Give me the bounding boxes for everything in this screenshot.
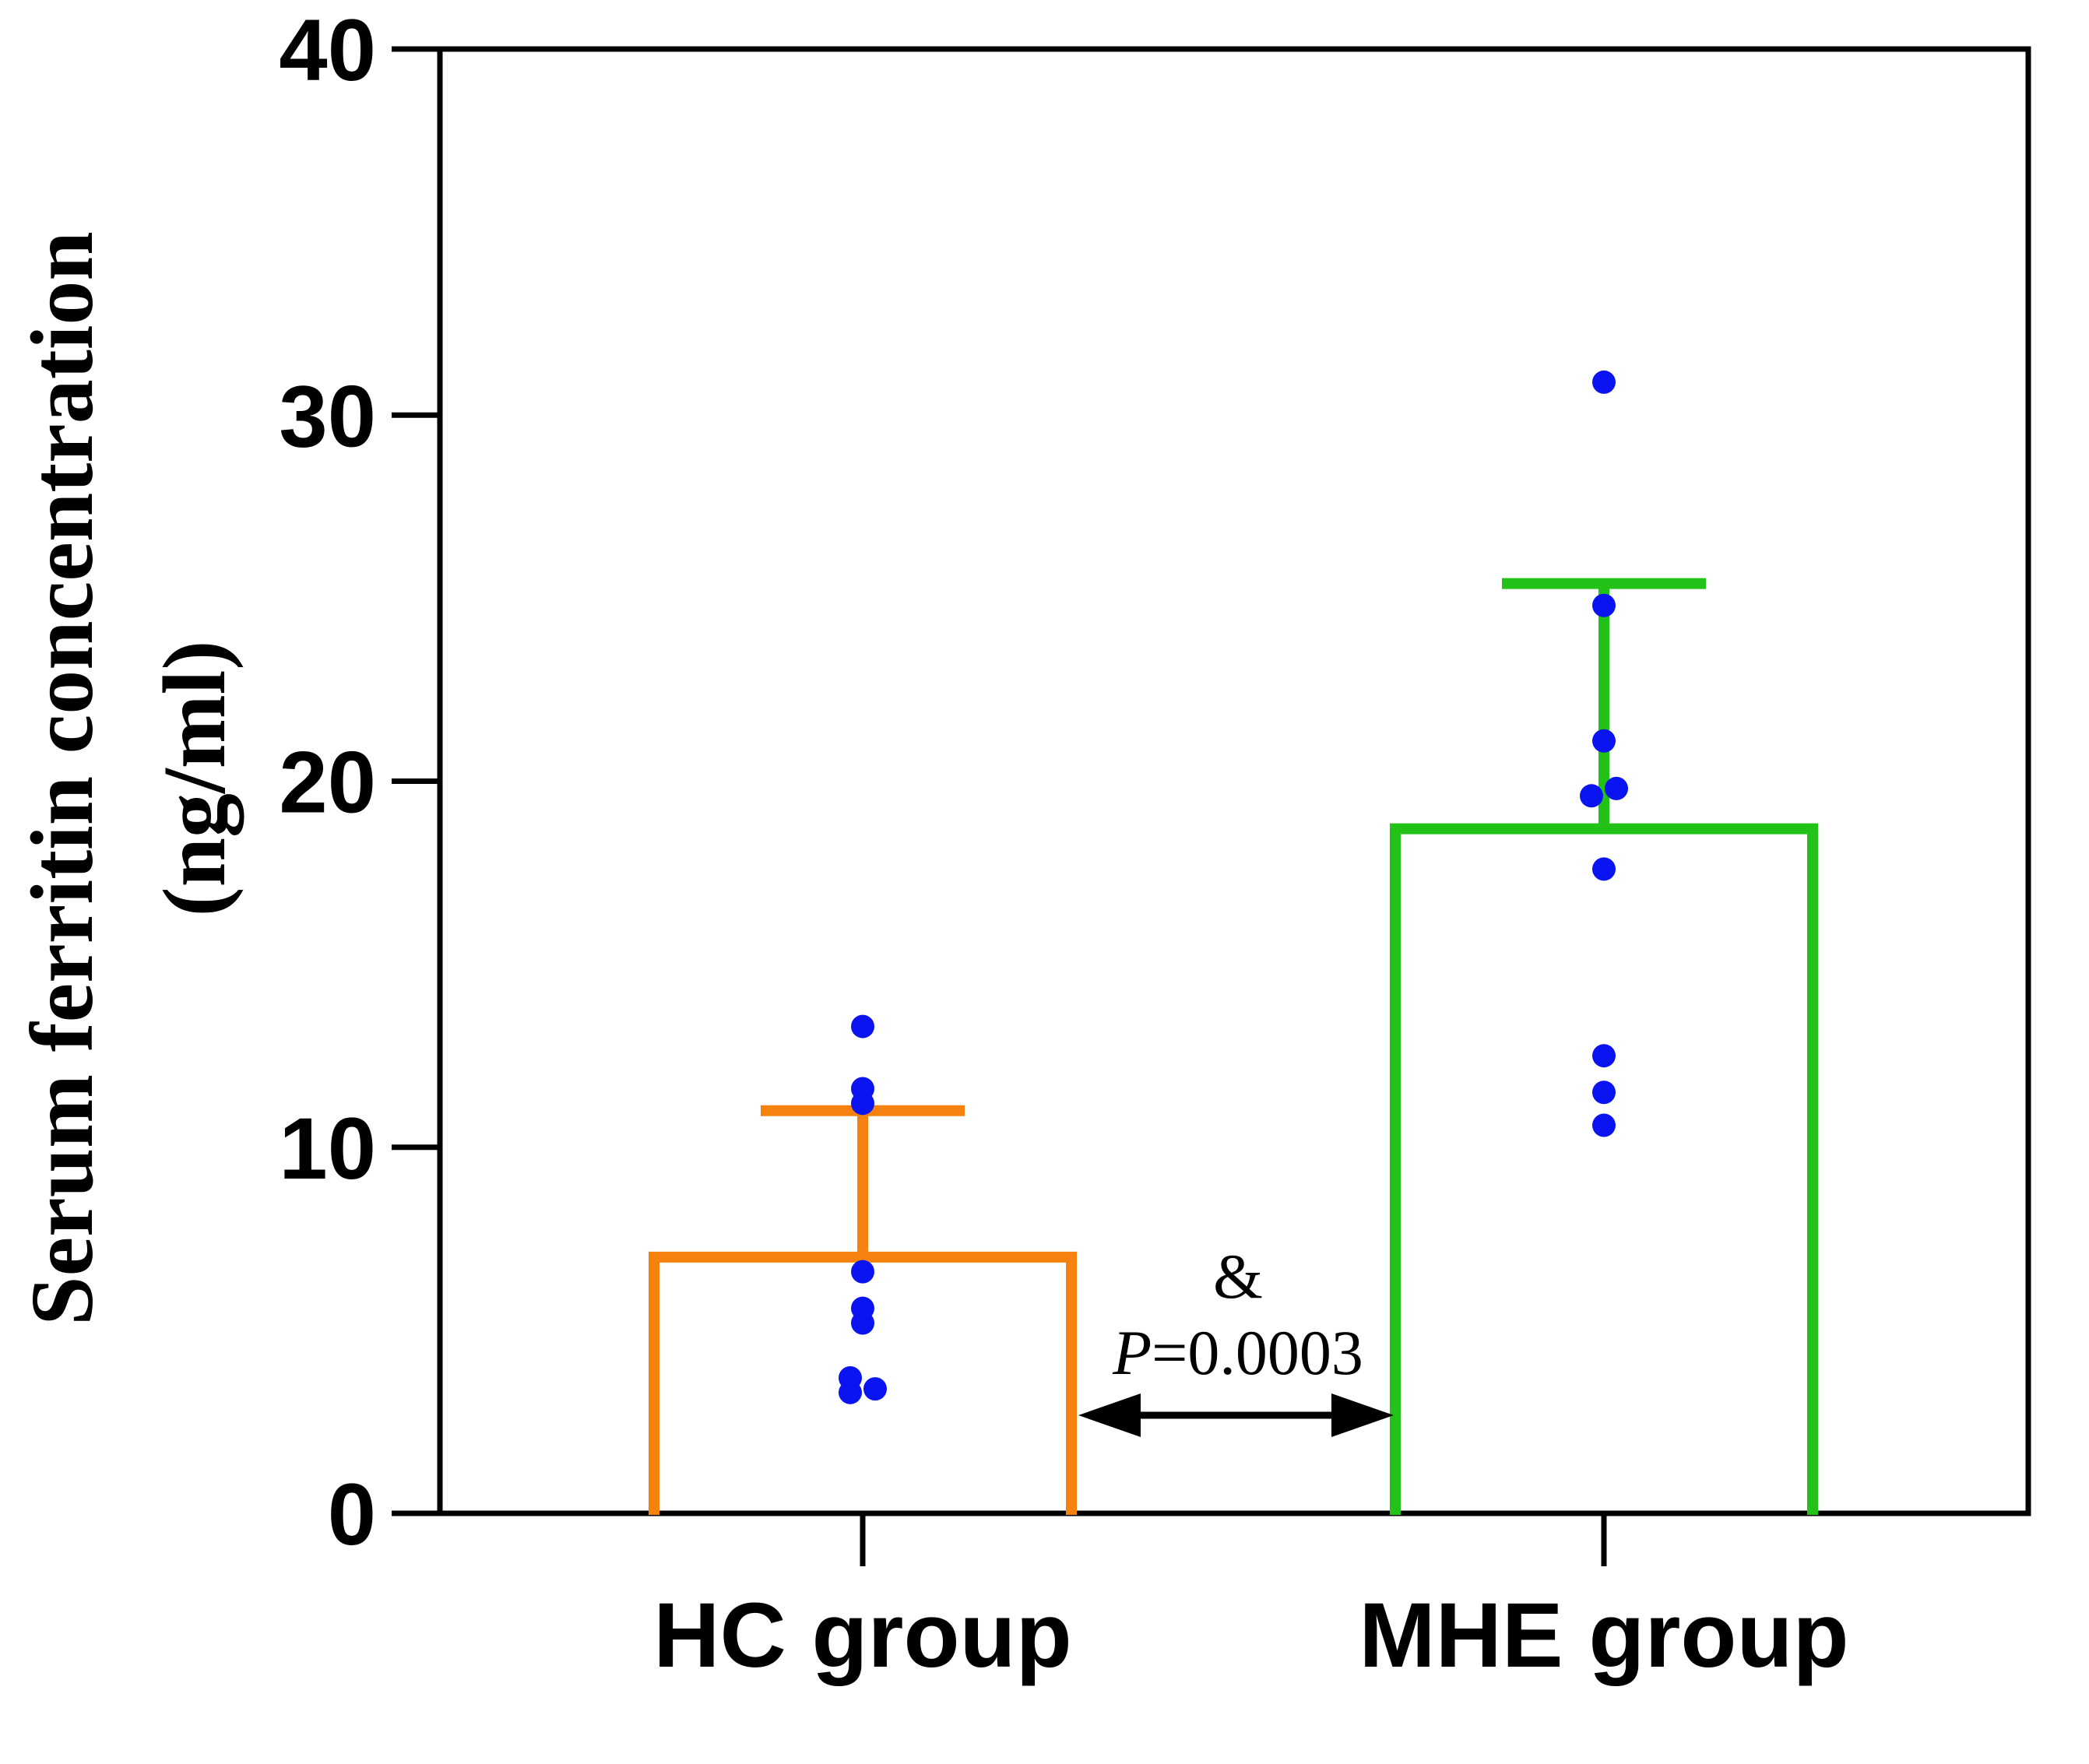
- y-tick-label: 0: [328, 1466, 376, 1563]
- data-point: [1592, 370, 1616, 394]
- category-label: HC group: [653, 1584, 1071, 1687]
- p-value-label: P=0.0003: [1112, 1317, 1363, 1388]
- data-point: [1592, 729, 1616, 753]
- p-label: P: [1112, 1317, 1152, 1388]
- data-point: [1592, 1113, 1616, 1137]
- data-point: [851, 1091, 874, 1116]
- data-point: [1605, 776, 1628, 800]
- y-axis-label-line-2: (ng/ml): [145, 641, 244, 917]
- y-tick-label: 30: [279, 367, 376, 465]
- arrow-head-left: [1078, 1393, 1141, 1437]
- plot-area: 0 10 20 30 40 HC group MHE group: [279, 2, 2031, 1687]
- significance-annotation: & P=0.0003: [1078, 1241, 1394, 1437]
- data-point: [1592, 1081, 1616, 1105]
- y-axis-label: Serum ferritin concentration (ng/ml): [12, 231, 244, 1326]
- y-axis-label-line-1: Serum ferritin concentration: [12, 231, 111, 1326]
- comparison-arrow: [1078, 1393, 1394, 1437]
- y-tick-label: 20: [279, 734, 376, 831]
- data-point: [1592, 1044, 1616, 1068]
- data-point: [851, 1260, 874, 1284]
- bar-hc: [649, 1251, 1077, 1515]
- p-value: =0.0003: [1152, 1317, 1363, 1388]
- data-point: [851, 1014, 874, 1038]
- bar-mhe: [1390, 823, 1818, 1515]
- y-tick-label: 10: [279, 1100, 376, 1197]
- arrow-head-right: [1331, 1393, 1394, 1437]
- data-point: [1592, 593, 1616, 617]
- y-tick-label: 40: [279, 2, 376, 99]
- data-point: [1580, 784, 1603, 808]
- data-point: [839, 1380, 862, 1404]
- data-point: [1592, 857, 1616, 881]
- significance-symbol: &: [1213, 1241, 1263, 1312]
- category-label: MHE group: [1359, 1584, 1848, 1687]
- data-point: [851, 1311, 874, 1335]
- data-point: [863, 1377, 887, 1401]
